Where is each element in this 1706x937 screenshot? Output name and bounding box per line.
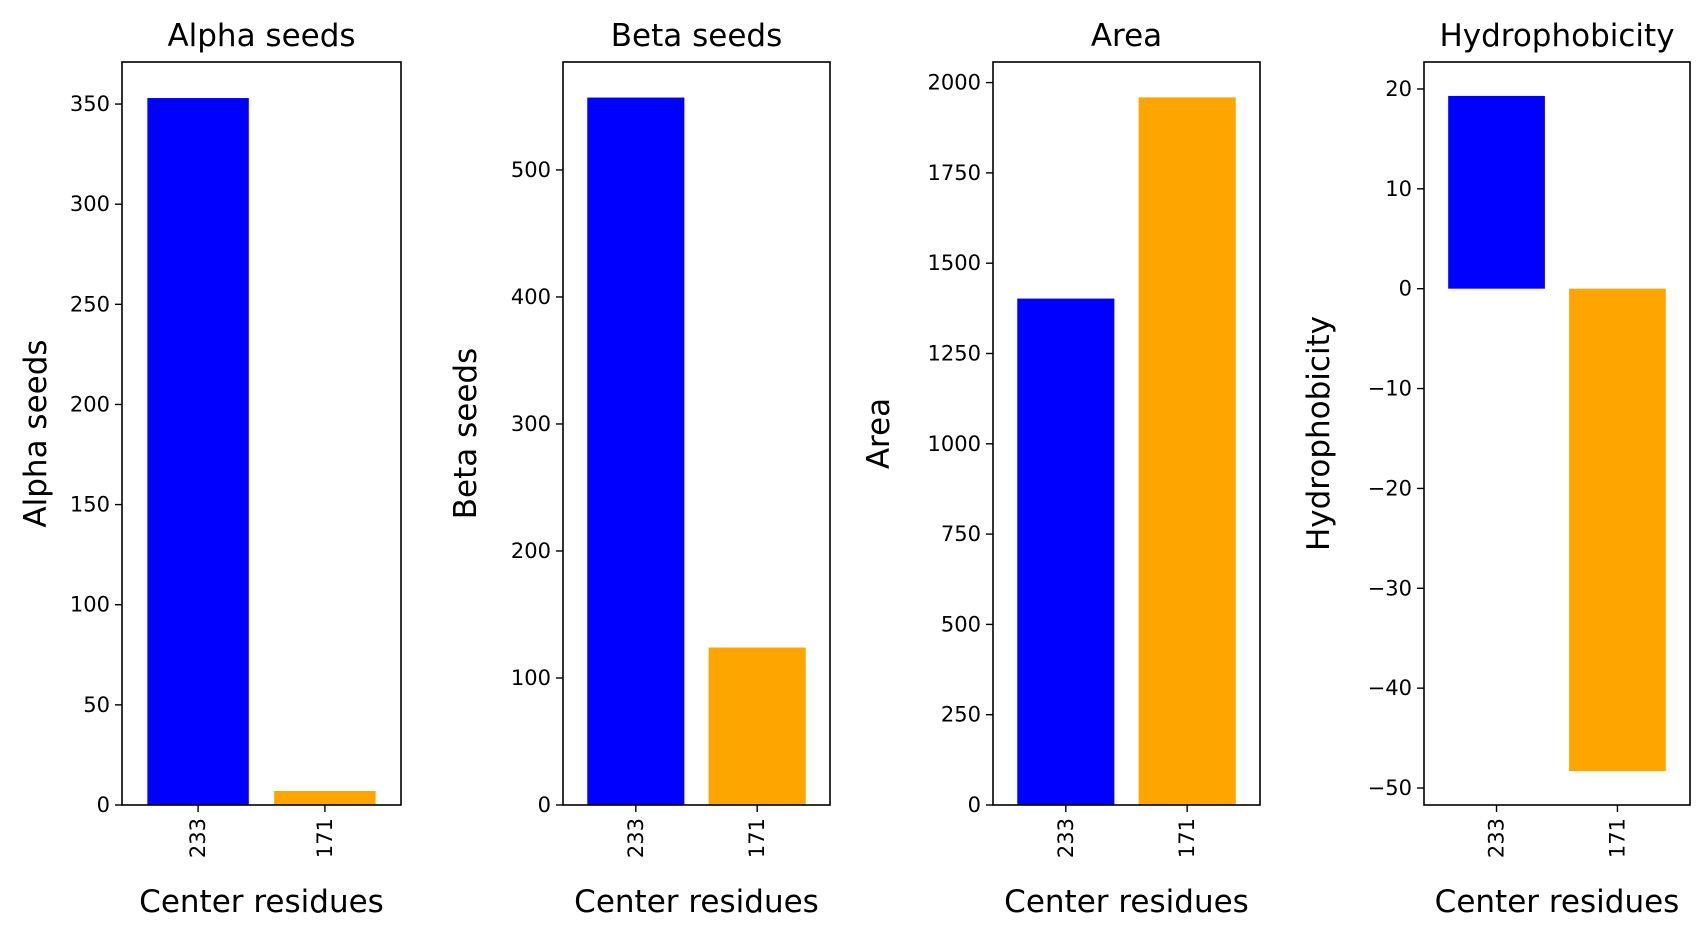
bar-233 [587, 97, 685, 805]
bar-233 [1017, 298, 1115, 805]
y-tick-label: 400 [511, 285, 551, 309]
y-tick-label: 500 [941, 612, 981, 636]
y-tick-label: −50 [1368, 776, 1412, 800]
axes-frame [1423, 61, 1691, 806]
y-tick-label: 0 [1399, 277, 1412, 301]
chart-title: Beta seeds [611, 18, 782, 54]
y-tick-label: 1750 [928, 161, 981, 185]
x-axis-label: Center residues [139, 884, 384, 920]
y-tick-label: 2000 [928, 71, 981, 95]
y-tick-label: 150 [70, 493, 110, 517]
y-tick-label: 200 [511, 539, 551, 563]
y-tick-label: 300 [70, 192, 110, 216]
bar-233 [1448, 95, 1545, 289]
x-tick-label: 233 [186, 818, 210, 858]
y-tick-label: 250 [941, 703, 981, 727]
y-tick-label: −20 [1368, 476, 1412, 500]
y-tick-label: 1500 [928, 251, 981, 275]
y-axis-label: Alpha seeds [18, 339, 54, 527]
y-tick-label: 0 [968, 793, 981, 817]
y-tick-label: 100 [70, 593, 110, 617]
y-tick-label: 300 [511, 412, 551, 436]
chart-panel-1: 0 50 100 150 200 250 300 350 233 171 Alpha seeds Ce… [18, 18, 402, 920]
y-axis-label: Beta seeds [448, 348, 484, 519]
x-axis-label: Center residues [574, 884, 819, 920]
y-tick-label: 100 [511, 666, 551, 690]
y-tick-label: 250 [70, 292, 110, 316]
y-tick-label: −30 [1368, 576, 1412, 600]
x-axis-label: Center residues [1435, 884, 1680, 920]
bar-171 [1569, 288, 1666, 772]
x-tick-label: 171 [745, 818, 769, 858]
chart-title: Hydrophobicity [1439, 18, 1674, 54]
y-tick-label: −10 [1368, 377, 1412, 401]
bar-171 [1138, 97, 1236, 805]
y-tick-label: −40 [1368, 676, 1412, 700]
x-tick-label: 171 [1175, 818, 1199, 858]
y-axis-label: Area [861, 398, 897, 469]
y-tick-label: 350 [70, 92, 110, 116]
y-tick-label: 0 [97, 793, 110, 817]
y-tick-label: 20 [1385, 77, 1412, 101]
x-tick-label: 171 [1605, 818, 1629, 858]
bar-233 [147, 98, 249, 806]
y-tick-label: 1000 [928, 432, 981, 456]
chart-title: Area [1091, 18, 1162, 54]
axes-frame [992, 61, 1261, 806]
y-tick-label: 0 [538, 793, 551, 817]
x-tick-label: 233 [624, 818, 648, 858]
x-tick-label: 233 [1485, 818, 1509, 858]
y-tick-label: 10 [1385, 177, 1412, 201]
y-axis-label: Hydrophobicity [1301, 316, 1337, 551]
chart-title: Alpha seeds [167, 18, 355, 54]
y-tick-label: 50 [83, 693, 110, 717]
bar-171 [708, 647, 806, 805]
chart-panel-3: 0 250 500 750 1000 1250 1500 1750 2000 233 171 Area… [861, 18, 1261, 920]
axes-frame [121, 61, 402, 806]
x-axis-label: Center residues [1004, 884, 1249, 920]
chart-panel-2: 0 100 200 300 400 500 233 171 Beta seeds Center r… [448, 18, 831, 920]
y-tick-label: 200 [70, 392, 110, 416]
axes-frame [562, 61, 831, 806]
bar-171 [274, 790, 376, 805]
y-tick-label: 500 [511, 158, 551, 182]
y-tick-label: 1250 [928, 341, 981, 365]
y-tick-label: 750 [941, 522, 981, 546]
x-tick-label: 171 [313, 818, 337, 858]
chart-panel-4: −50 −40 −30 −20 −10 0 10 20 233 171 Hydrophobicity… [1301, 18, 1691, 920]
x-tick-label: 233 [1054, 818, 1078, 858]
